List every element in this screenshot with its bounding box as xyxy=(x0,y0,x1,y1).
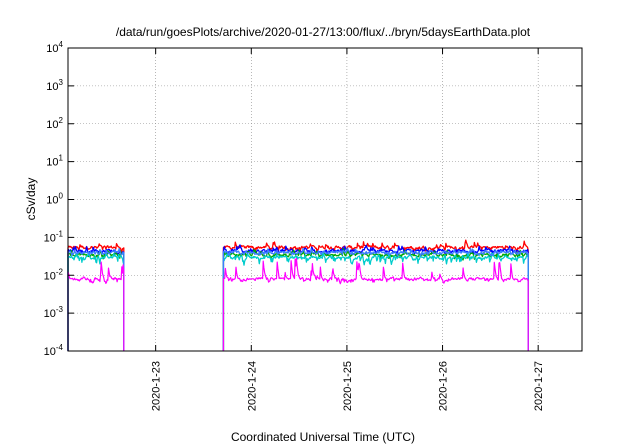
series-path xyxy=(67,251,125,351)
tick-marks xyxy=(68,47,582,352)
y-tick-base: 10 xyxy=(44,232,56,244)
series-line xyxy=(67,247,529,351)
y-tick-base: 10 xyxy=(46,195,58,207)
series-path xyxy=(222,244,529,351)
series-path xyxy=(222,257,529,351)
y-tick-label: 10-4 xyxy=(44,343,64,358)
y-tick-exponent: 1 xyxy=(59,154,64,163)
y-tick-label: 103 xyxy=(46,78,63,93)
y-tick-exponent: 0 xyxy=(59,192,64,201)
y-tick-exponent: 2 xyxy=(59,116,64,125)
series-line xyxy=(67,239,529,351)
y-tick-label: 100 xyxy=(46,192,63,207)
x-axis-label: Coordinated Universal Time (UTC) xyxy=(231,430,415,444)
y-tick-label: 101 xyxy=(46,154,63,169)
series-path xyxy=(67,247,125,351)
y-tick-exponent: -1 xyxy=(56,229,64,238)
y-tick-base: 10 xyxy=(46,81,58,93)
y-tick-label: 104 xyxy=(46,40,63,55)
y-tick-base: 10 xyxy=(44,270,56,282)
grid-lines xyxy=(68,48,582,351)
series-path xyxy=(222,247,529,351)
series-path xyxy=(222,239,529,351)
y-tick-label: 10-1 xyxy=(44,229,64,244)
y-tick-exponent: 4 xyxy=(59,40,64,49)
y-tick-base: 10 xyxy=(44,346,56,358)
y-tick-base: 10 xyxy=(46,119,58,131)
x-tick-label: 2020-1-23 xyxy=(151,361,163,411)
y-tick-base: 10 xyxy=(46,43,58,55)
y-tick-exponent: 3 xyxy=(59,78,64,87)
x-tick-label: 2020-1-24 xyxy=(246,361,258,411)
x-tick-label: 2020-1-27 xyxy=(533,361,545,411)
series-path xyxy=(222,251,529,351)
y-tick-exponent: -3 xyxy=(56,305,64,314)
y-tick-exponent: -2 xyxy=(56,267,64,276)
series-layer xyxy=(67,239,529,351)
chart-title: /data/run/goesPlots/archive/2020-01-27/1… xyxy=(116,25,531,39)
series-path xyxy=(67,243,125,351)
y-axis-label: cSv/day xyxy=(24,178,38,221)
series-line xyxy=(67,257,529,351)
x-tick-label: 2020-1-26 xyxy=(438,361,450,411)
x-tick-label: 2020-1-25 xyxy=(342,361,354,411)
series-line xyxy=(67,251,529,351)
y-tick-label: 10-3 xyxy=(44,305,64,320)
y-tick-label: 10-2 xyxy=(44,267,64,282)
y-tick-base: 10 xyxy=(44,308,56,320)
y-tick-base: 10 xyxy=(46,157,58,169)
series-path xyxy=(67,261,125,351)
x-tick-labels: 2020-1-23 2020-1-24 2020-1-25 2020-1-26 2020… xyxy=(151,361,546,411)
y-tick-label: 102 xyxy=(46,116,63,131)
y-tick-exponent: -4 xyxy=(56,343,64,352)
